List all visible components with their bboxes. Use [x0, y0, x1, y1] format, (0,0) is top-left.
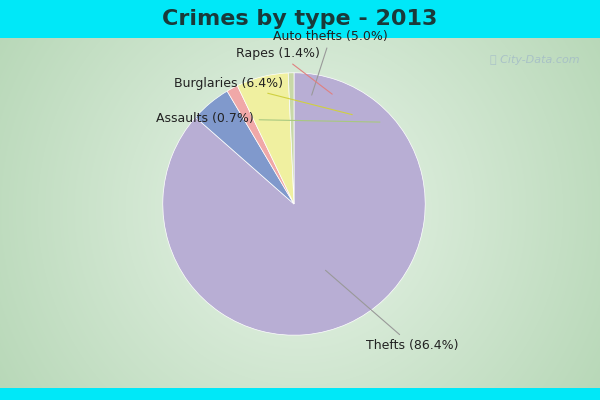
Wedge shape: [163, 73, 425, 335]
Bar: [0, 0, 600, 38]
Text: Auto thefts (5.0%): Auto thefts (5.0%): [274, 30, 388, 95]
Bar: [0, 388, 600, 400]
Wedge shape: [238, 73, 294, 204]
Text: ⓘ City-Data.com: ⓘ City-Data.com: [490, 55, 580, 65]
Bar: [0, 388, 600, 400]
Text: Rapes (1.4%): Rapes (1.4%): [236, 47, 332, 94]
Bar: [0, 0, 600, 38]
Wedge shape: [288, 73, 294, 204]
Text: Burglaries (6.4%): Burglaries (6.4%): [174, 77, 352, 115]
Wedge shape: [227, 86, 294, 204]
Text: Thefts (86.4%): Thefts (86.4%): [325, 270, 458, 352]
Text: Crimes by type - 2013: Crimes by type - 2013: [163, 9, 437, 29]
Text: Assaults (0.7%): Assaults (0.7%): [156, 112, 380, 125]
Wedge shape: [196, 91, 294, 204]
